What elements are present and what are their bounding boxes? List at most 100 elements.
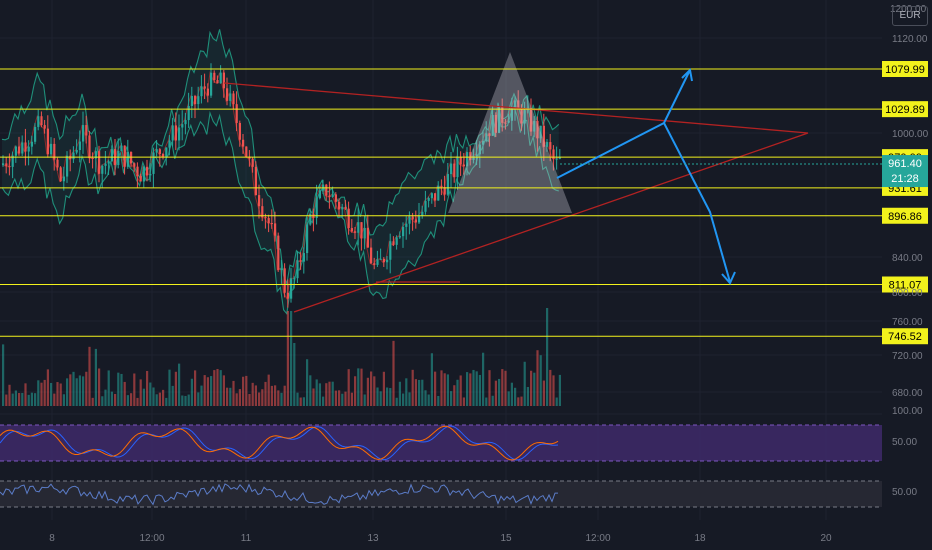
candle-body — [174, 125, 177, 141]
candle-body — [66, 155, 69, 177]
volume-bar — [194, 370, 197, 406]
volume-bar — [142, 388, 145, 406]
candle-body — [190, 95, 193, 106]
volume-bar — [469, 373, 472, 406]
candle-body — [210, 72, 213, 96]
candle-body — [34, 126, 37, 142]
volume-bar — [485, 397, 488, 406]
candle-body — [8, 166, 11, 168]
volume-bar — [491, 395, 494, 406]
candle-body — [533, 120, 536, 132]
candle-body — [222, 72, 225, 89]
oscillator-path — [0, 483, 558, 506]
candle-body — [293, 278, 296, 280]
volume-bar — [30, 392, 33, 406]
candle-body — [261, 206, 264, 218]
candle-body — [53, 143, 56, 160]
candle-body — [488, 133, 491, 136]
candle-body — [309, 214, 312, 225]
candle-body — [549, 142, 552, 150]
volume-bar — [472, 369, 475, 406]
volume-bar — [37, 380, 40, 406]
candle-body — [542, 125, 545, 147]
volume-bar — [411, 369, 414, 406]
candle-body — [478, 144, 481, 155]
volume-bar — [174, 371, 177, 406]
volume-bar — [517, 397, 520, 406]
candle-body — [510, 107, 513, 121]
volume-bar — [293, 343, 296, 406]
band-upper — [1, 29, 560, 286]
volume-bar — [235, 393, 238, 406]
candle-body — [197, 96, 200, 105]
osc-tick: 50.00 — [892, 437, 917, 448]
candle-body — [523, 110, 526, 124]
volume-bar — [59, 383, 62, 406]
candle-body — [501, 106, 504, 123]
volume-bar — [69, 374, 72, 406]
volume-bar — [350, 392, 353, 406]
candle-body — [91, 158, 94, 160]
currency-badge[interactable]: EUR — [892, 6, 928, 26]
volume-bar — [120, 373, 123, 406]
candle-body — [434, 193, 437, 201]
oscillator-line — [0, 483, 558, 506]
volume-bar — [216, 368, 219, 406]
candle-body — [184, 120, 187, 125]
volume-bar — [306, 359, 309, 406]
rsi-line — [0, 425, 559, 461]
candle-body — [389, 241, 392, 260]
candle-body — [238, 122, 241, 140]
candle-body — [469, 152, 472, 160]
candle-body — [552, 149, 555, 159]
volume-bar — [136, 397, 139, 406]
candle-body — [59, 167, 62, 182]
volume-bar — [456, 379, 459, 406]
volume-bar — [382, 371, 385, 406]
candle-body — [296, 260, 299, 279]
candle-body — [299, 260, 302, 262]
volume-bar — [254, 385, 257, 406]
candle-body — [219, 72, 222, 84]
volume-bar — [488, 370, 491, 406]
candle-body — [507, 120, 510, 123]
volume-bar — [50, 382, 53, 406]
volume-bar — [258, 392, 261, 406]
candle-body — [133, 163, 136, 167]
candle-body — [251, 158, 254, 167]
candle-body — [421, 211, 424, 216]
volume-bar — [392, 340, 395, 406]
last-price-box — [882, 155, 928, 188]
time-axis: 8 12:00 11 13 15 12:00 18 20 — [49, 533, 832, 544]
volume-bar — [107, 370, 110, 406]
candle-body — [354, 231, 357, 233]
candle-body — [504, 122, 507, 124]
candle-body — [418, 215, 421, 223]
volume-bar — [66, 378, 69, 406]
candle-body — [165, 147, 168, 157]
candle-body — [94, 151, 97, 159]
volume-bar — [555, 397, 558, 406]
volume-bar — [427, 394, 430, 406]
candle-body — [203, 86, 206, 89]
volume-bar — [187, 394, 190, 406]
volume-bar — [536, 350, 539, 406]
time-tick: 12:00 — [585, 533, 610, 544]
candle-body — [264, 217, 267, 219]
volume-bar — [539, 355, 542, 406]
volume-bar — [184, 395, 187, 406]
candle-body — [40, 116, 43, 126]
candle-body — [98, 151, 101, 174]
volume-bar — [370, 371, 373, 406]
candle-body — [472, 156, 475, 160]
candle-body — [331, 194, 334, 197]
candle-body — [162, 153, 165, 157]
time-tick: 15 — [500, 533, 512, 544]
volume-bar — [424, 390, 427, 406]
volume-bar — [162, 389, 165, 406]
volume-bar — [530, 370, 533, 406]
candle-body — [18, 146, 21, 154]
candle-body — [440, 185, 443, 188]
volume-bar — [238, 389, 241, 406]
